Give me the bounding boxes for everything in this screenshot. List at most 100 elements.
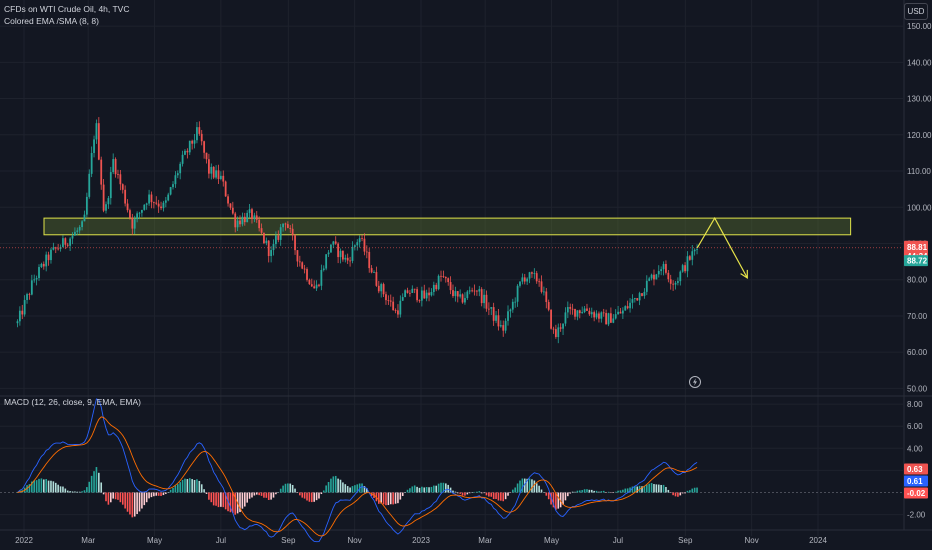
candle-body bbox=[121, 184, 124, 190]
macd-histogram-bar bbox=[571, 491, 574, 493]
candle-body bbox=[574, 308, 576, 317]
candle-body bbox=[693, 249, 696, 252]
macd-histogram-bar bbox=[246, 492, 248, 503]
candle-body bbox=[217, 170, 220, 179]
candle-body bbox=[655, 274, 658, 280]
candle-body bbox=[514, 301, 517, 303]
candle-body bbox=[459, 294, 462, 297]
x-tick-label: Jul bbox=[216, 536, 226, 545]
candle-body bbox=[507, 311, 509, 321]
close-marker-tag bbox=[904, 255, 928, 267]
macd-histogram-bar bbox=[320, 492, 323, 495]
macd-histogram-bar bbox=[95, 467, 98, 493]
macd-histogram-bar bbox=[389, 492, 392, 505]
macd-histogram-bar bbox=[346, 486, 349, 493]
macd-histogram-bar bbox=[344, 484, 347, 493]
macd-histogram-bar bbox=[636, 486, 639, 493]
candle-body bbox=[696, 249, 698, 250]
macd-histogram-bar bbox=[81, 491, 83, 493]
resistance-zone bbox=[43, 217, 852, 236]
macd-histogram-bar bbox=[258, 492, 260, 496]
candle-body bbox=[277, 235, 280, 240]
candle-body bbox=[320, 269, 323, 286]
macd-histogram-bar bbox=[538, 485, 540, 493]
candle-body bbox=[136, 213, 139, 220]
macd-histogram-bar bbox=[500, 492, 502, 501]
macd-histogram-bar bbox=[88, 481, 91, 493]
macd-histogram-bar bbox=[404, 492, 406, 493]
candle-body bbox=[442, 276, 445, 277]
macd-histogram-bar bbox=[102, 492, 105, 495]
candle-body bbox=[499, 325, 502, 327]
candle-body bbox=[325, 254, 328, 269]
macd-histogram-bar bbox=[660, 484, 662, 493]
y-tick-label: 130.00 bbox=[907, 95, 932, 104]
macd-histogram-bar bbox=[38, 478, 40, 493]
candle-body bbox=[69, 238, 72, 246]
candle-body bbox=[315, 284, 318, 289]
macd-histogram-bar bbox=[263, 492, 265, 498]
candle-body bbox=[112, 159, 115, 173]
lightning-icon[interactable] bbox=[689, 376, 701, 388]
macd-histogram-bar bbox=[35, 480, 38, 493]
candle-body bbox=[334, 241, 337, 244]
candle-body bbox=[337, 243, 340, 258]
macd-histogram-bar bbox=[265, 492, 268, 498]
macd-histogram-bar bbox=[504, 492, 507, 500]
macd-histogram-bar bbox=[98, 472, 100, 493]
macd-histogram-bar bbox=[83, 490, 86, 493]
x-tick-label: Mar bbox=[81, 536, 95, 545]
macd-histogram-bar bbox=[306, 492, 308, 501]
candle-body bbox=[543, 291, 545, 293]
candle-body bbox=[590, 312, 593, 315]
y-tick-label: 150.00 bbox=[907, 22, 932, 31]
candle-body bbox=[650, 274, 653, 279]
macd-histogram-bar bbox=[523, 478, 526, 493]
macd-histogram-bar bbox=[205, 492, 208, 494]
macd-histogram-bar bbox=[693, 487, 696, 493]
macd-histogram-bar bbox=[74, 491, 76, 493]
candle-body bbox=[420, 290, 423, 301]
macd-histogram-bar bbox=[16, 492, 19, 493]
candle-body bbox=[557, 327, 560, 338]
candle-body bbox=[102, 184, 105, 211]
macd-histogram-bar bbox=[507, 492, 509, 496]
macd-histogram-bar bbox=[480, 492, 483, 494]
macd-histogram-bar bbox=[406, 489, 409, 493]
candle-body bbox=[339, 250, 342, 258]
candle-body bbox=[45, 254, 48, 267]
macd-histogram-bar bbox=[40, 478, 43, 493]
candle-body bbox=[521, 277, 524, 282]
candle-body bbox=[236, 220, 239, 228]
macd-histogram-bar bbox=[107, 492, 110, 505]
macd-histogram-bar bbox=[509, 492, 512, 493]
candle-body bbox=[547, 302, 550, 310]
macd-histogram-bar bbox=[155, 492, 158, 496]
projection-arrow-layer bbox=[696, 216, 748, 279]
candle-body bbox=[607, 313, 610, 325]
macd-histogram-bar bbox=[555, 492, 557, 510]
x-tick-label: May bbox=[544, 536, 559, 545]
candle-body bbox=[559, 327, 562, 329]
candle-body bbox=[629, 302, 631, 309]
candle-body bbox=[533, 273, 536, 274]
candle-body bbox=[636, 298, 639, 301]
candle-body bbox=[430, 292, 433, 296]
macd-histogram-bar bbox=[234, 492, 237, 515]
candle-body bbox=[286, 224, 289, 228]
macd-histogram-bar bbox=[169, 489, 172, 493]
candle-body bbox=[303, 268, 306, 270]
macd-histogram-bar bbox=[411, 486, 414, 493]
macd-histogram-bar bbox=[59, 486, 62, 493]
macd-histogram-bar bbox=[186, 479, 189, 493]
macd-histogram-bar bbox=[78, 491, 81, 493]
candle-body bbox=[674, 282, 677, 285]
macd-histogram-bar bbox=[105, 492, 107, 502]
candle-body bbox=[90, 152, 93, 174]
candle-body bbox=[155, 202, 158, 204]
candle-body bbox=[150, 194, 153, 203]
candle-body bbox=[648, 278, 651, 281]
currency-button[interactable]: USD bbox=[904, 3, 928, 20]
candle-body bbox=[399, 300, 402, 315]
